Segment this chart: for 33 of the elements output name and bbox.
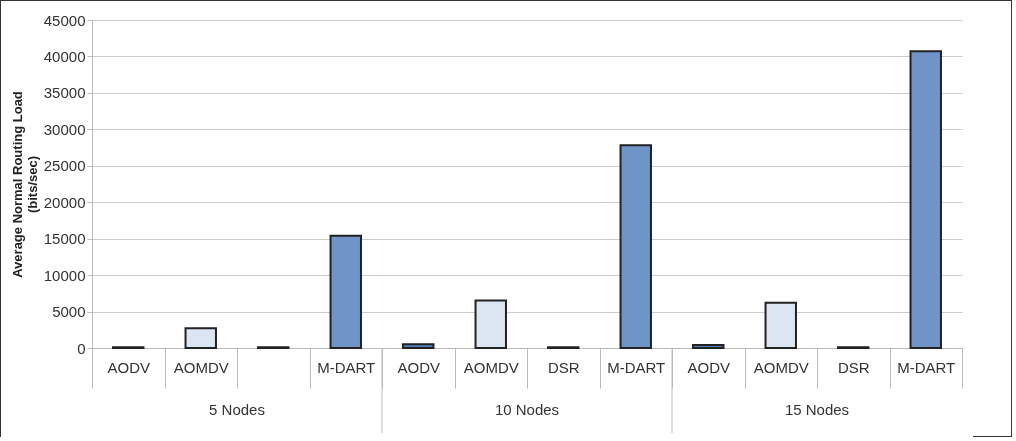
x-tick-label: AODV	[397, 358, 441, 376]
y-tick-label: 20000	[43, 193, 86, 211]
text: 15 Nodes	[784, 401, 850, 418]
x-tick-label: DSR	[837, 358, 870, 376]
x-tick-label: DSR	[547, 358, 580, 376]
bar	[474, 299, 507, 349]
bar	[329, 234, 362, 349]
x-tick-label: M-DART	[317, 358, 376, 376]
bar	[909, 50, 942, 349]
x-tick-label: AOMDV	[753, 358, 809, 376]
y-tick-label: 10000	[43, 266, 86, 284]
bar	[764, 301, 797, 349]
bar	[692, 344, 725, 349]
y-tick-label: 0	[77, 339, 86, 357]
y-tick-label: 40000	[43, 47, 86, 65]
x-tick-label: M-DART	[607, 358, 666, 376]
y-tick-label: 25000	[43, 157, 86, 175]
y-tick-label: 30000	[43, 120, 86, 138]
y-tick-label: 45000	[43, 11, 86, 29]
x-tick-label: AOMDV	[463, 358, 519, 376]
y-tick-label: 15000	[43, 230, 86, 248]
x-tick-label: AOMDV	[173, 358, 229, 376]
y-tick-label: 35000	[43, 84, 86, 102]
text: 10 Nodes	[494, 401, 560, 418]
bar	[402, 343, 435, 349]
x-tick-label: M-DART	[897, 358, 956, 376]
bar	[184, 327, 217, 349]
y-tick-label: 5000	[52, 303, 86, 321]
bar	[619, 144, 652, 349]
x-tick-label: AODV	[107, 358, 151, 376]
y-axis-title: Average Normal Routing Load (bits/sec)	[9, 91, 40, 278]
text: 5 Nodes	[209, 401, 265, 418]
x-tick-label: AODV	[687, 358, 731, 376]
